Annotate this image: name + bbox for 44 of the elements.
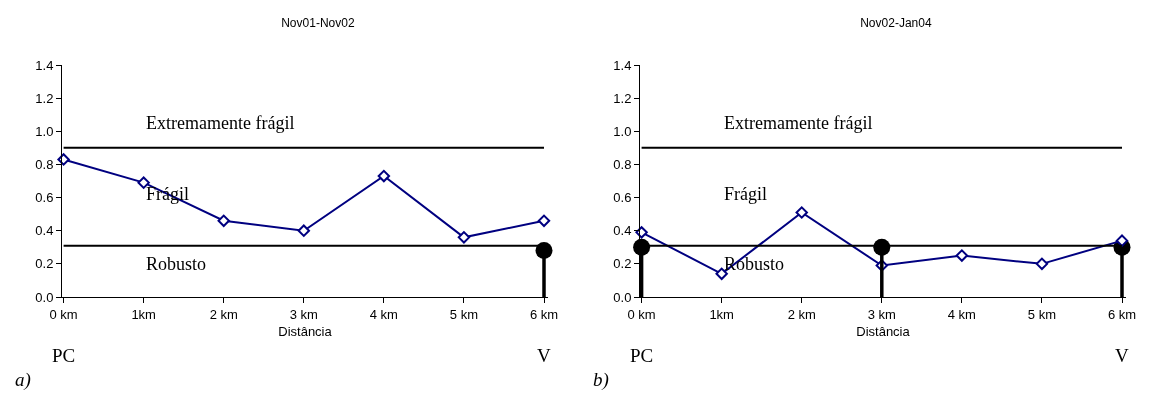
y-tick-label: 0.2 (35, 256, 54, 272)
y-tick-label: 1.2 (35, 90, 54, 106)
y-tick-label: 0.4 (613, 223, 632, 239)
text: V (537, 345, 551, 366)
x-tick-label: 1km (131, 306, 156, 322)
x-tick-label: 0 km (627, 306, 656, 322)
y-tick-label: 0.2 (613, 256, 632, 272)
x-tick-label: 5 km (449, 306, 479, 322)
x-tick-label: 0 km (49, 306, 78, 322)
text: b) (593, 369, 609, 391)
y-tick-label: 0.4 (35, 223, 54, 239)
text: PC (52, 345, 76, 366)
y-tick-label: 0.8 (35, 156, 54, 172)
x-axis-title: Distância (856, 324, 911, 340)
x-tick-label: 6 km (1107, 306, 1137, 322)
x-tick-label: 2 km (209, 306, 238, 322)
text: V (1115, 345, 1129, 366)
y-tick-label: 0.8 (613, 156, 632, 172)
y-tick-label: 0.6 (613, 190, 632, 206)
x-tick-label: 4 km (947, 306, 976, 322)
y-tick-label: 1.4 (613, 57, 632, 73)
y-tick-label: 1.4 (35, 57, 54, 73)
x-axis-title: Distância (278, 324, 333, 340)
annotation: Extremamente frágil (724, 113, 873, 133)
chart-title: Nov02-Jan04 (860, 15, 932, 30)
x-tick-label: 2 km (787, 306, 816, 322)
x-tick-label: 1km (709, 306, 734, 322)
chart-title: Nov01-Nov02 (281, 15, 355, 30)
y-tick-label: 0.0 (35, 289, 54, 305)
annotation: Robusto (146, 254, 207, 274)
text: PC (630, 345, 654, 366)
y-tick-label: 0.6 (35, 190, 54, 206)
x-tick-label: 5 km (1027, 306, 1057, 322)
text: a) (15, 369, 31, 391)
y-tick-label: 1.0 (613, 123, 632, 139)
annotation: Frágil (724, 184, 767, 204)
y-tick-label: 1.0 (35, 123, 54, 139)
y-tick-label: 0.0 (613, 289, 632, 305)
x-tick-label: 3 km (867, 306, 896, 322)
y-tick-label: 1.2 (613, 90, 632, 106)
x-tick-label: 6 km (529, 306, 559, 322)
x-tick-label: 3 km (289, 306, 318, 322)
annotation: Extremamente frágil (146, 113, 295, 133)
x-tick-label: 4 km (369, 306, 398, 322)
